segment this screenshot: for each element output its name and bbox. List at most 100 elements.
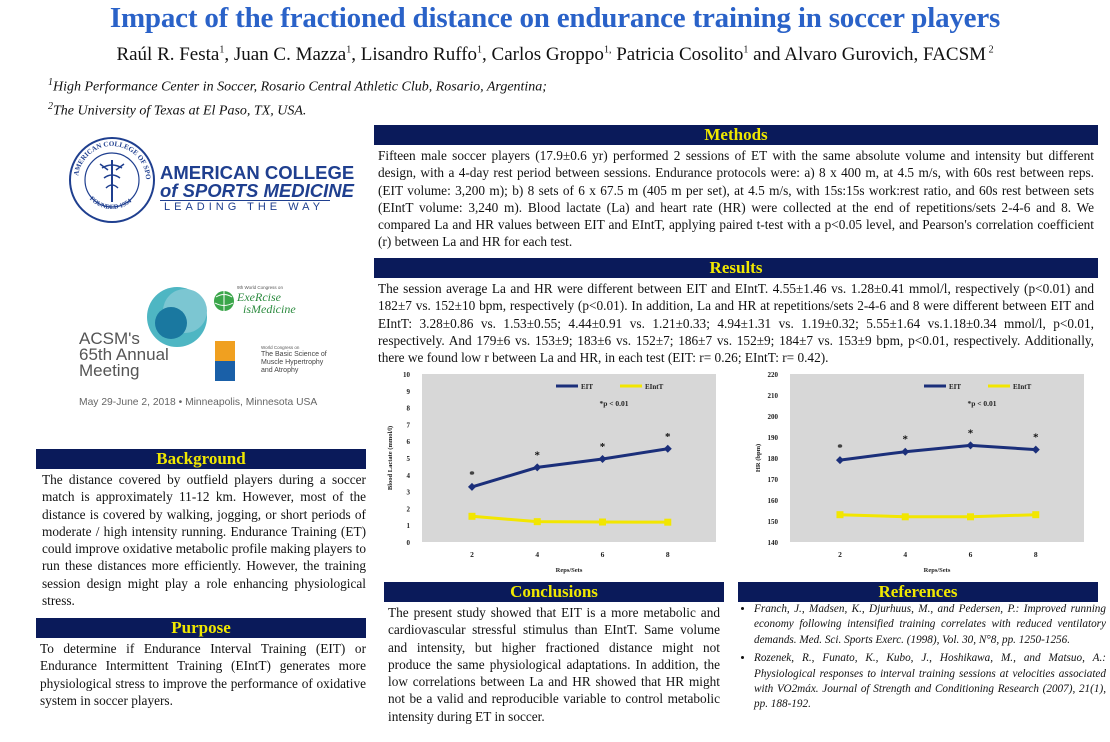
references-list: Franch, J., Madsen, K., Djurhuus, M., an… — [738, 602, 1106, 716]
x-axis-label: Reps/Sets — [924, 567, 951, 574]
x-axis-label: Reps/Sets — [556, 567, 583, 574]
significance-note: *p < 0.01 — [599, 399, 628, 408]
plot-area — [422, 374, 716, 542]
annual-meeting-logo: ACSM's 65th Annual Meeting 9th World Con… — [75, 283, 365, 413]
data-point-eit — [835, 456, 844, 465]
basic-science-title: The Basic Science of Muscle Hypertrophy … — [261, 351, 327, 374]
y-tick-label: 180 — [768, 455, 779, 463]
acsm-logo: AMERICAN COLLEGE OF SPORTS MEDICINE FOUN… — [61, 126, 355, 228]
legend-label: EIT — [581, 383, 593, 391]
y-tick-label: 200 — [768, 413, 779, 421]
data-point-eit — [1031, 445, 1040, 454]
y-tick-label: 9 — [407, 388, 411, 396]
y-tick-label: 3 — [407, 489, 411, 497]
acsm-wordmark-line2: of SPORTS MEDICINE — [160, 180, 354, 201]
y-tick-label: 2 — [407, 505, 411, 513]
data-point-eintt — [901, 513, 909, 521]
acsm-tagline: LEADING THE WAY — [164, 201, 325, 213]
y-tick-label: 140 — [768, 539, 779, 547]
meeting-acsm-text: ACSM's — [79, 329, 140, 348]
background-text: The distance covered by outfield players… — [42, 472, 366, 609]
author-name: Lisandro Ruffo — [360, 44, 478, 65]
acsm-wordmark-line1: AMERICAN COLLEGE — [160, 162, 355, 183]
results-heading: Results — [374, 258, 1098, 278]
poster-title: Impact of the fractioned distance on end… — [109, 2, 1001, 34]
author-name: Carlos Groppo — [491, 44, 604, 65]
author-name: Juan C. Mazza — [233, 44, 347, 65]
data-point-eintt — [967, 513, 975, 521]
meeting-emblem-icon — [147, 287, 207, 347]
y-tick-label: 1 — [407, 522, 411, 530]
meeting-annual-text: 65th Annual — [79, 345, 169, 364]
heart-rate-chart: 140 150 160 170 180 190 200 210 220 2 4 6 8 Reps/Sets… — [755, 371, 1084, 574]
y-tick-label: 10 — [403, 371, 411, 379]
author-affiliation-mark: 2 — [986, 44, 994, 56]
y-tick-label: 210 — [768, 392, 779, 400]
acsm-seal-icon: AMERICAN COLLEGE OF SPORTS MEDICINE FOUN… — [61, 126, 155, 223]
eim-small-text: 9th World Congress on — [237, 285, 283, 290]
significance-marker: * — [665, 431, 671, 443]
data-point-eintt — [664, 518, 672, 526]
y-tick-label: 8 — [407, 405, 411, 413]
x-tick-label: 2 — [470, 550, 474, 559]
author-list: Raúl R. Festa1, Juan C. Mazza1, Lisandro… — [116, 44, 994, 65]
data-point-eintt — [468, 512, 476, 520]
data-point-eintt — [1032, 511, 1040, 519]
data-point-eintt — [836, 511, 844, 519]
data-point-eit — [533, 463, 542, 472]
data-point-eintt — [533, 518, 541, 526]
y-tick-label: 5 — [407, 455, 411, 463]
y-tick-label: 190 — [768, 434, 779, 442]
x-tick-label: 8 — [666, 550, 670, 559]
purpose-heading: Purpose — [36, 618, 366, 638]
y-tick-label: 6 — [407, 438, 411, 446]
data-point-eintt — [599, 518, 607, 526]
svg-text:FOUNDED 1954: FOUNDED 1954 — [88, 195, 134, 211]
x-tick-label: 6 — [601, 550, 605, 559]
significance-marker: * — [968, 427, 974, 439]
y-tick-label: 0 — [407, 539, 411, 547]
data-point-eit — [663, 444, 672, 453]
seal-founded-text: FOUNDED 1954 — [88, 195, 134, 211]
y-tick-label: 4 — [407, 472, 411, 480]
eim-line2: isMedicine — [243, 302, 296, 316]
series-line-eintt — [471, 514, 668, 524]
affiliation-1: 1High Performance Center in Soccer, Rosa… — [48, 77, 547, 95]
results-text: The session average La and HR were diffe… — [378, 281, 1094, 366]
meeting-text: Meeting — [79, 361, 140, 380]
significance-marker: * — [534, 449, 540, 461]
basic-science-icon — [215, 341, 235, 381]
x-tick-label: 4 — [903, 550, 907, 559]
data-point-eit — [901, 447, 910, 456]
significance-marker: * — [902, 434, 908, 446]
data-point-eit — [467, 482, 476, 491]
author-affiliation-mark: 1, — [603, 44, 612, 56]
author-affiliation-mark: 1 — [219, 44, 225, 56]
y-tick-label: 160 — [768, 497, 779, 505]
lactate-chart: 0 1 2 3 4 5 6 7 8 9 10 2 4 6 8 Reps/Sets Blood Lactate (… — [387, 371, 716, 574]
meeting-dates: May 29-June 2, 2018 • Minneapolis, Minne… — [79, 397, 318, 408]
significance-marker: * — [469, 469, 475, 481]
conclusions-heading: Conclusions — [384, 582, 724, 602]
y-axis-label: HR (bpm) — [755, 444, 762, 472]
eim-line1: ExeRcise — [237, 290, 281, 304]
purpose-text: To determine if Endurance Interval Train… — [40, 641, 366, 708]
methods-text: Fifteen male soccer players (17.9±0.6 yr… — [378, 148, 1094, 250]
series-line-eit — [471, 447, 669, 489]
references-heading: References — [738, 582, 1098, 602]
y-tick-label: 7 — [407, 421, 411, 429]
y-tick-label: 150 — [768, 518, 779, 526]
conclusions-text: The present study showed that EIT is a m… — [388, 605, 720, 724]
author-name: Raúl R. Festa — [116, 44, 220, 65]
significance-note: *p < 0.01 — [967, 399, 996, 408]
legend-label: EIntT — [645, 383, 664, 391]
author-name: Alvaro Gurovich, FACSM — [784, 44, 987, 65]
reference-item: Rozenek, R., Funato, K., Kubo, J., Hoshi… — [754, 651, 1106, 713]
author-affiliation-mark: 1 — [477, 44, 483, 56]
methods-heading: Methods — [374, 125, 1098, 145]
legend-label: EIT — [949, 383, 961, 391]
significance-marker: * — [1033, 432, 1039, 444]
significance-marker: * — [837, 442, 843, 454]
x-tick-label: 2 — [838, 550, 842, 559]
reference-item: Franch, J., Madsen, K., Djurhuus, M., an… — [754, 602, 1106, 648]
